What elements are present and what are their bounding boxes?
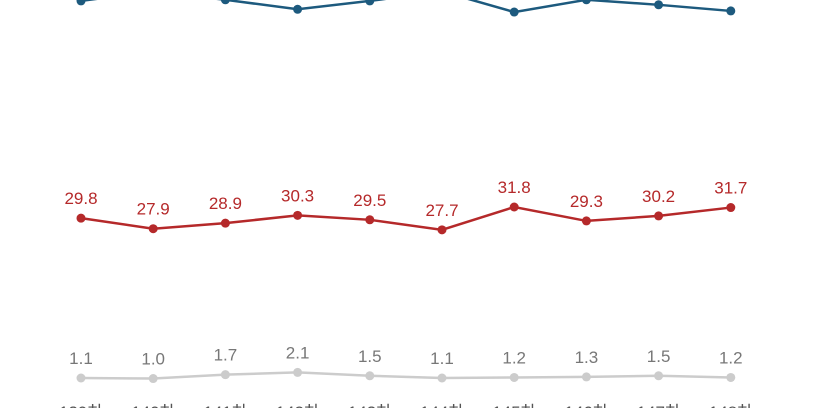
data-point xyxy=(76,213,86,223)
data-point xyxy=(220,218,230,228)
data-point xyxy=(220,370,230,380)
data-point xyxy=(509,372,519,382)
series-line-1 xyxy=(80,205,731,232)
data-point xyxy=(726,203,736,213)
data-label: 1.1 xyxy=(430,349,454,368)
x-tick-label: 143차 xyxy=(348,403,392,408)
data-label: 31.7 xyxy=(714,179,747,198)
data-point xyxy=(148,224,158,234)
data-point xyxy=(437,225,447,235)
data-label: 1.1 xyxy=(69,349,93,368)
data-point xyxy=(654,211,664,221)
x-tick-label: 141차 xyxy=(203,403,247,408)
series-line-0 xyxy=(80,0,731,14)
data-point xyxy=(293,367,303,377)
data-point xyxy=(220,0,230,5)
data-label: 1.7 xyxy=(214,346,238,365)
data-point xyxy=(76,0,86,6)
data-point xyxy=(581,0,591,5)
data-point xyxy=(293,4,303,14)
x-tick-label: 145차 xyxy=(492,403,536,408)
data-point xyxy=(581,216,591,226)
data-point xyxy=(365,215,375,225)
data-point xyxy=(148,374,158,384)
data-label: 31.8 xyxy=(498,178,531,197)
data-label: 1.5 xyxy=(647,347,671,366)
data-point xyxy=(509,7,519,17)
x-tick-label: 139차 xyxy=(59,403,103,408)
data-point xyxy=(726,6,736,16)
data-point xyxy=(437,373,447,383)
data-point xyxy=(293,210,303,220)
data-point xyxy=(654,0,664,10)
data-point xyxy=(365,371,375,381)
data-label: 30.3 xyxy=(281,186,314,205)
data-label: 29.3 xyxy=(570,192,603,211)
data-label: 27.9 xyxy=(137,200,170,219)
data-point xyxy=(581,372,591,382)
x-tick-label: 140차 xyxy=(131,403,175,408)
x-tick-label: 148차 xyxy=(709,403,753,408)
data-point xyxy=(365,0,375,6)
data-label: 2.1 xyxy=(286,343,310,362)
x-tick-label: 144차 xyxy=(420,403,464,408)
data-label: 1.5 xyxy=(358,347,382,366)
data-label: 1.2 xyxy=(502,348,526,367)
data-label: 28.9 xyxy=(209,194,242,213)
series-line-2 xyxy=(80,371,731,380)
data-label: 27.7 xyxy=(425,201,458,220)
data-label: 29.5 xyxy=(353,191,386,210)
data-point xyxy=(726,372,736,382)
data-label: 1.3 xyxy=(575,348,599,367)
x-tick-label: 146차 xyxy=(564,403,608,408)
data-label: 1.0 xyxy=(141,350,165,369)
x-tick-label: 147차 xyxy=(637,403,681,408)
x-tick-label: 142차 xyxy=(276,403,320,408)
data-label: 29.8 xyxy=(64,189,97,208)
data-point xyxy=(509,202,519,212)
data-point xyxy=(76,373,86,383)
data-point xyxy=(654,371,664,381)
data-label: 1.2 xyxy=(719,348,743,367)
data-label: 30.2 xyxy=(642,187,675,206)
